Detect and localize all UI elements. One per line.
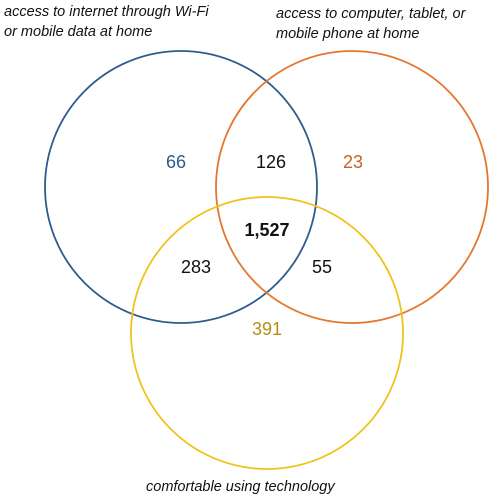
circle-comfortable-technology <box>130 196 404 470</box>
set-label-device-access-line-2: mobile phone at home <box>276 26 420 42</box>
region-device-comfortable-count: 55 <box>312 257 332 277</box>
set-label-device-access-line-1: access to computer, tablet, or <box>276 6 466 22</box>
set-label-comfortable-technology-line-1: comfortable using technology <box>146 479 335 495</box>
set-label-internet-access-line-1: access to internet through Wi-Fi <box>4 4 209 20</box>
region-internet-comfortable-count: 283 <box>181 257 211 277</box>
set-label-internet-access-line-2: or mobile data at home <box>4 24 153 40</box>
set-label-device-access: access to computer, tablet, or mobile ph… <box>276 4 465 44</box>
circle-device-access <box>215 50 489 324</box>
set-label-internet-access: access to internet through Wi-Fi or mobi… <box>4 2 209 42</box>
circle-internet-access <box>44 50 318 324</box>
region-internet-device-count: 126 <box>256 152 286 172</box>
region-device-only-count: 23 <box>343 152 363 172</box>
region-comfortable-only-count: 391 <box>252 319 282 339</box>
region-internet-only-count: 66 <box>166 152 186 172</box>
set-label-comfortable-technology: comfortable using technology <box>146 478 335 496</box>
region-all-three-count: 1,527 <box>244 220 289 240</box>
